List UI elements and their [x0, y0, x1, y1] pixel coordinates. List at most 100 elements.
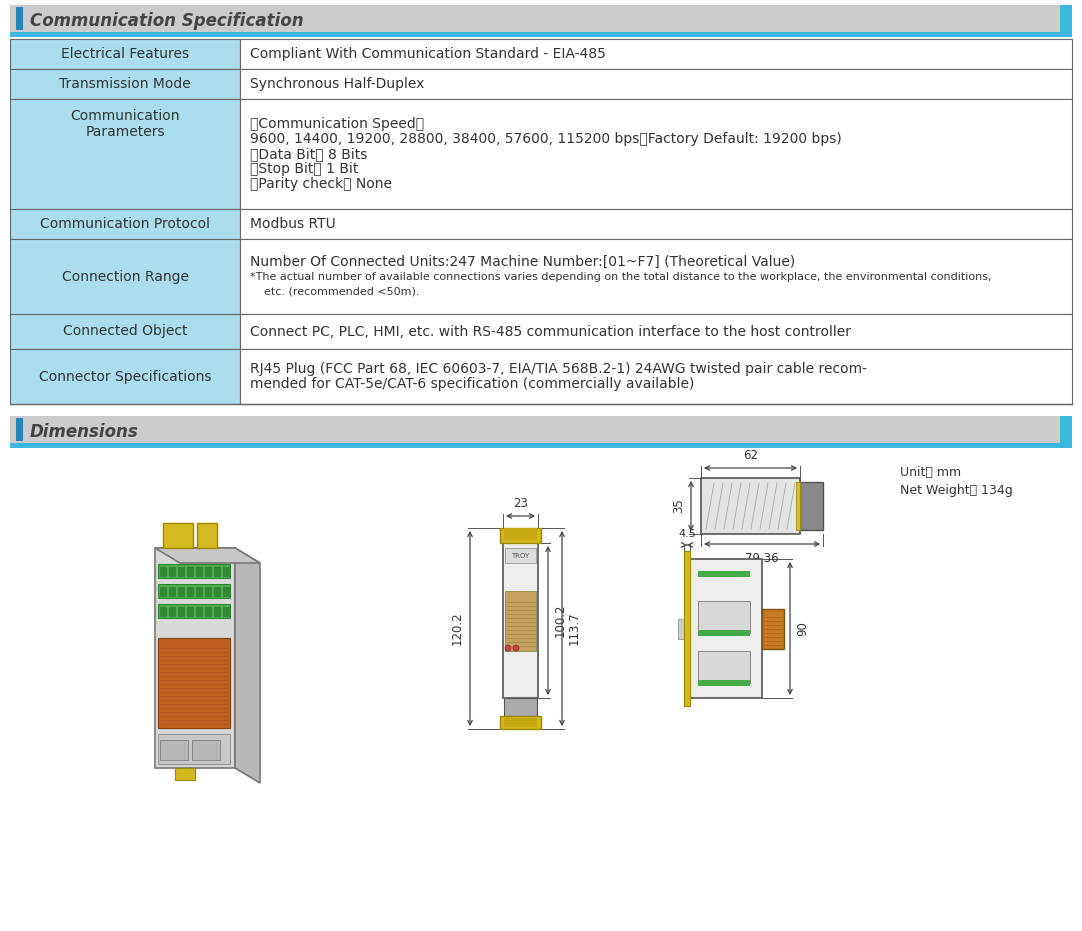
Bar	[204, 587, 212, 597]
Bar	[204, 607, 212, 617]
Bar	[169, 607, 176, 617]
Bar	[196, 607, 203, 617]
Text: 35: 35	[672, 499, 685, 513]
Bar	[1060, 416, 1072, 448]
Bar	[187, 587, 194, 597]
Bar	[160, 740, 188, 760]
Polygon shape	[235, 548, 260, 783]
Bar	[503, 543, 538, 698]
Text: 120.2: 120.2	[451, 612, 464, 645]
Text: 9600, 14400, 19200, 28800, 38400, 57600, 115200 bps（Factory Default: 19200 bps): 9600, 14400, 19200, 28800, 38400, 57600,…	[250, 132, 842, 146]
Text: Unit： mm: Unit： mm	[900, 466, 961, 479]
Text: 62: 62	[743, 449, 758, 462]
Text: RJ45 Plug (FCC Part 68, IEC 60603-7, EIA/TIA 568B.2-1) 24AWG twisted pair cable : RJ45 Plug (FCC Part 68, IEC 60603-7, EIA…	[250, 362, 867, 376]
Bar	[158, 734, 230, 764]
Text: Connector Specifications: Connector Specifications	[39, 370, 211, 384]
Bar	[155, 548, 235, 768]
Text: *The actual number of available connections varies depending on the total distan: *The actual number of available connecti…	[250, 272, 991, 281]
Bar	[158, 604, 230, 618]
Text: Electrical Features: Electrical Features	[61, 47, 189, 61]
Text: 113.7: 113.7	[568, 612, 581, 645]
Text: Transmission Mode: Transmission Mode	[60, 77, 190, 91]
Bar	[10, 349, 240, 404]
Bar	[10, 39, 240, 69]
Text: 90: 90	[796, 621, 809, 636]
Bar	[10, 314, 240, 349]
Text: 100.2: 100.2	[554, 603, 567, 637]
Bar	[698, 680, 750, 686]
Bar	[240, 39, 1072, 69]
Bar	[175, 768, 195, 780]
Bar	[214, 567, 221, 577]
Bar	[10, 239, 240, 314]
Text: 79.36: 79.36	[745, 552, 779, 565]
Bar	[169, 567, 176, 577]
Text: 【Stop Bit】 1 Bit: 【Stop Bit】 1 Bit	[250, 162, 358, 176]
Bar	[10, 5, 1072, 37]
Bar	[187, 567, 194, 577]
Bar	[240, 209, 1072, 239]
Text: 23: 23	[513, 497, 528, 510]
Circle shape	[505, 645, 511, 651]
Bar	[504, 698, 537, 716]
Bar	[196, 587, 203, 597]
Bar	[240, 99, 1072, 209]
Bar	[10, 69, 240, 99]
Bar	[504, 718, 537, 727]
Polygon shape	[155, 548, 260, 563]
Bar	[762, 609, 784, 649]
Bar	[10, 99, 240, 209]
Text: Communication Specification: Communication Specification	[30, 12, 304, 30]
Bar	[678, 619, 684, 639]
Bar	[10, 209, 240, 239]
Bar	[214, 607, 221, 617]
Bar	[698, 571, 750, 577]
Text: Connected Object: Connected Object	[63, 325, 187, 339]
Bar	[698, 601, 750, 633]
Bar	[500, 716, 541, 729]
Text: etc. (recommended <50m).: etc. (recommended <50m).	[250, 287, 420, 296]
Bar	[192, 740, 220, 760]
Text: Net Weight： 134g: Net Weight： 134g	[900, 484, 1013, 497]
Bar	[698, 630, 750, 636]
Bar	[179, 567, 185, 577]
Bar	[16, 418, 23, 441]
Bar	[169, 587, 176, 597]
Bar	[10, 416, 1072, 448]
Bar	[500, 528, 541, 543]
Bar	[158, 564, 230, 578]
Bar	[197, 523, 217, 548]
Bar	[240, 69, 1072, 99]
Text: Modbus RTU: Modbus RTU	[250, 217, 335, 231]
Text: Communication
Parameters: Communication Parameters	[70, 109, 180, 140]
Bar	[690, 559, 762, 698]
Text: Connection Range: Connection Range	[62, 269, 188, 284]
Text: 【Parity check】 None: 【Parity check】 None	[250, 177, 392, 191]
Bar	[684, 551, 690, 706]
Bar	[158, 584, 230, 598]
Bar	[505, 548, 536, 563]
Bar	[214, 587, 221, 597]
Bar	[160, 607, 167, 617]
Bar	[504, 528, 537, 540]
Bar	[698, 651, 750, 683]
Text: Compliant With Communication Standard - EIA-485: Compliant With Communication Standard - …	[250, 47, 606, 61]
Text: 【Data Bit】 8 Bits: 【Data Bit】 8 Bits	[250, 147, 368, 161]
Bar	[10, 443, 1072, 448]
Bar	[240, 349, 1072, 404]
Text: mended for CAT-5e/CAT-6 specification (commercially available): mended for CAT-5e/CAT-6 specification (c…	[250, 377, 695, 391]
Text: Connect PC, PLC, HMI, etc. with RS-485 communication interface to the host contr: Connect PC, PLC, HMI, etc. with RS-485 c…	[250, 325, 852, 339]
Bar	[179, 607, 185, 617]
Bar	[240, 239, 1072, 314]
Bar	[163, 523, 193, 548]
Bar	[701, 478, 800, 534]
Text: Synchronous Half-Duplex: Synchronous Half-Duplex	[250, 77, 424, 91]
Bar	[223, 587, 230, 597]
Bar	[158, 638, 230, 728]
Bar	[505, 591, 536, 651]
Bar	[796, 482, 800, 530]
Bar	[204, 567, 212, 577]
Bar	[10, 32, 1072, 37]
Bar	[16, 7, 23, 30]
Text: Communication Protocol: Communication Protocol	[40, 217, 210, 231]
